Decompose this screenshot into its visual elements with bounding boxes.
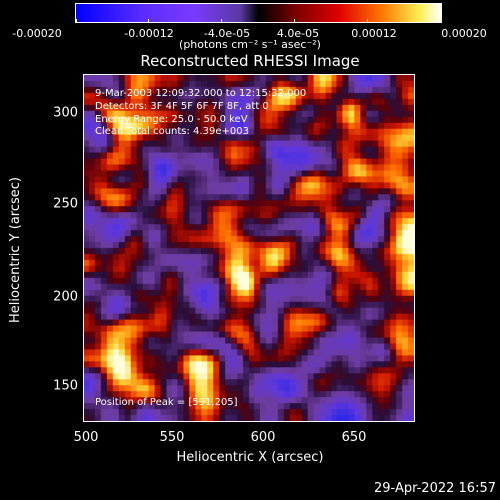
x-axis-label: Heliocentric X (arcsec) xyxy=(176,450,324,465)
energy-range-text: Energy Range: 25.0 - 50.0 keV xyxy=(95,114,248,125)
clean-counts-text: Clean Total counts: 4.39e+003 xyxy=(95,126,249,137)
colorbar-tickmark xyxy=(440,19,441,23)
peak-position-text: Position of Peak = [591,205] xyxy=(95,397,238,408)
colorbar-tick-label: 0.00020 xyxy=(441,27,487,40)
colorbar-tickmark xyxy=(367,19,368,23)
image-title: Reconstructed RHESSI Image xyxy=(140,52,360,70)
y-tick-label: 300 xyxy=(53,105,78,121)
colorbar-tick-label: -4.0e-05 xyxy=(203,27,251,40)
colorbar-tick-label: 0.00012 xyxy=(351,27,397,40)
y-axis-label: Heliocentric Y (arcsec) xyxy=(8,177,23,323)
colorbar-tickmark xyxy=(76,19,77,23)
y-tick-label: 250 xyxy=(53,196,78,212)
x-tick-label: 650 xyxy=(341,430,367,445)
image-panel xyxy=(83,74,415,422)
colorbar-units: (photons cm⁻² s⁻¹ asec⁻²) xyxy=(179,38,321,51)
colorbar-tickmark xyxy=(221,19,222,23)
timestamp: 29-Apr-2022 16:57 xyxy=(374,481,496,496)
reconstructed-image xyxy=(84,75,414,421)
colorbar-tickmark xyxy=(148,19,149,23)
y-tick-label: 150 xyxy=(53,378,78,394)
x-tick-label: 600 xyxy=(250,430,276,445)
colorbar xyxy=(75,3,442,23)
colorbar-tickmark xyxy=(294,19,295,23)
x-tick-label: 550 xyxy=(159,430,185,445)
detectors-text: Detectors: 3F 4F 5F 6F 7F 8F, att 0 xyxy=(95,101,269,112)
colorbar-tick-label: -0.00012 xyxy=(124,27,174,40)
time-range-text: 9-Mar-2003 12:09:32.000 to 12:15:32.000 xyxy=(95,88,307,99)
colorbar-tick-label: 4.0e-05 xyxy=(276,27,320,40)
y-tick-label: 200 xyxy=(53,289,78,305)
x-tick-label: 500 xyxy=(73,430,99,445)
colorbar-tick-label: -0.00020 xyxy=(12,27,62,40)
